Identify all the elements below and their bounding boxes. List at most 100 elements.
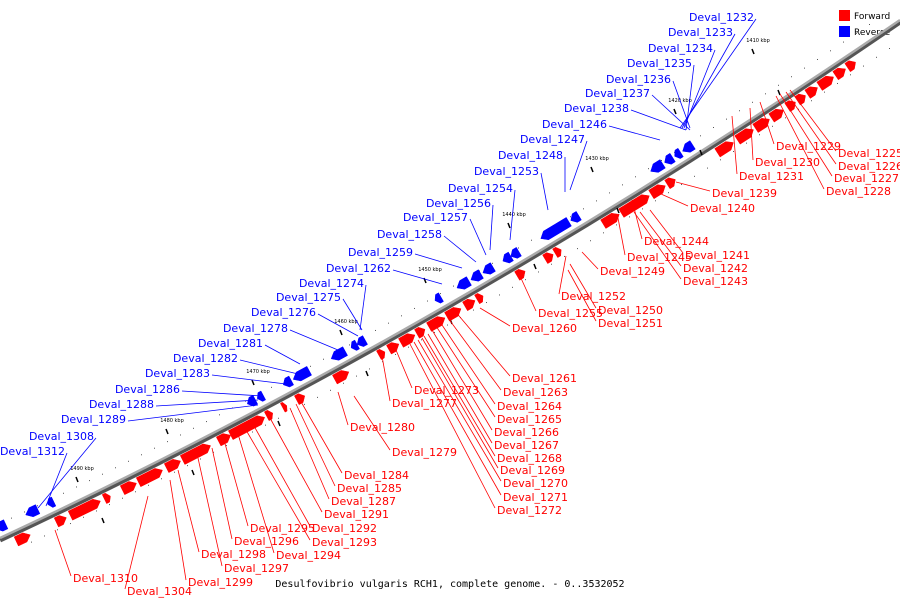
forward-gene-label: Deval_1255 [538,307,603,320]
forward-gene-arrow [734,128,754,145]
forward-gene-arrow [514,269,526,281]
scale-dot [102,473,103,475]
scale-dot [473,309,474,311]
leader-line [581,251,599,270]
scale-dot [570,216,571,218]
reverse-gene-label: Deval_1282 [173,352,238,365]
leader-line [519,275,537,312]
forward-gene-arrow [844,60,856,73]
scale-dot [206,421,207,423]
forward-gene-arrow [386,342,400,355]
leader-line [337,391,349,426]
forward-gene-label: Deval_1299 [188,576,253,589]
forward-gene-label: Deval_1310 [73,572,138,585]
legend-reverse-swatch [839,26,850,37]
scale-dot [70,523,71,525]
reverse-gene-label: Deval_1275 [276,291,341,304]
leader-line [489,204,494,251]
tick-mark [101,517,105,524]
scale-dot [811,100,812,102]
reverse-gene-arrow [540,217,572,241]
forward-gene-label: Deval_1270 [503,477,568,490]
forward-gene-label: Deval_1229 [776,140,841,153]
forward-gene-arrow [552,246,562,258]
forward-gene-label: Deval_1295 [250,522,315,535]
leader-line [37,437,97,509]
forward-gene-label: Deval_1252 [561,290,626,303]
forward-gene-label: Deval_1245 [627,251,692,264]
scale-dot [668,192,669,194]
scale-dot [31,541,32,543]
scale-dot [746,142,747,144]
scale-dot [648,168,649,170]
reverse-gene-arrow [257,390,266,402]
scale-dot [167,441,168,443]
reverse-gene-label: Deval_1257 [403,211,468,224]
scale-dot [778,84,779,86]
reverse-gene-label: Deval_1288 [89,398,154,411]
scale-dot [492,262,493,264]
scale-dot [148,484,149,486]
scale-dot [681,184,682,186]
scale-dot [531,239,532,241]
leader-line [421,337,499,469]
forward-gene-arrow [768,108,784,123]
forward-gene-label: Deval_1271 [503,491,568,504]
leader-line [124,495,149,590]
reverse-gene-arrow [470,269,484,282]
scale-dot [271,386,272,388]
gene-labels: Deval_1232 Deval_1233 Deval_1234 Deval_1235… [0,11,900,598]
forward-gene-label: Deval_1240 [690,202,755,215]
label-leader-lines [37,18,837,590]
scale-dot [479,270,480,272]
tick-label: 1450 kbp [418,267,442,273]
scale-dot [349,344,350,346]
scale-dot [24,511,25,513]
forward-gene-arrow [474,293,484,305]
leader-line [413,341,502,496]
scale-dot [128,460,129,462]
forward-gene-arrow [714,141,734,158]
forward-gene-label: Deval_1264 [497,400,562,413]
scale-dot [733,150,734,152]
reverse-gene-label: Deval_1289 [61,413,126,426]
leader-line [435,325,496,418]
scale-dot [96,510,97,512]
forward-gene-label: Deval_1298 [201,548,266,561]
leader-line [289,329,339,351]
tick-mark [165,428,169,435]
scale-dot [193,427,194,429]
scale-dot [609,192,610,194]
scale-dot [538,271,539,273]
reverse-gene-label: Deval_1254 [448,182,513,195]
scale-dot [837,82,838,84]
scale-dot [323,358,324,360]
leader-line [353,395,391,451]
tick-mark [191,469,195,476]
genome-caption: Desulfovibrio vulgaris RCH1, complete ge… [275,579,624,590]
reverse-gene-label: Deval_1256 [426,197,491,210]
tick-mark [590,166,594,173]
tick-mark [339,329,343,336]
forward-gene-arrow [398,333,416,348]
leader-line [269,417,323,513]
scale-dot [187,465,188,467]
scale-dot [700,135,701,137]
forward-gene-arrow [67,498,101,521]
tick-mark [673,108,677,115]
reverse-gene-arrow [47,496,57,508]
leader-line [299,399,343,474]
reverse-gene-arrow [664,152,676,165]
legend-forward-swatch [839,10,850,21]
forward-gene-label: Deval_1239 [712,187,777,200]
leader-line [127,404,259,422]
scale-dot [252,431,253,433]
forward-gene-label: Deval_1225 [838,147,900,160]
forward-gene-arrow [462,298,476,312]
scale-dot [76,486,77,488]
scale-dot [583,208,584,210]
reverse-gene-label: Deval_1259 [348,246,413,259]
scale-dot [141,454,142,456]
leader-line [197,457,223,567]
scale-dot [798,108,799,110]
